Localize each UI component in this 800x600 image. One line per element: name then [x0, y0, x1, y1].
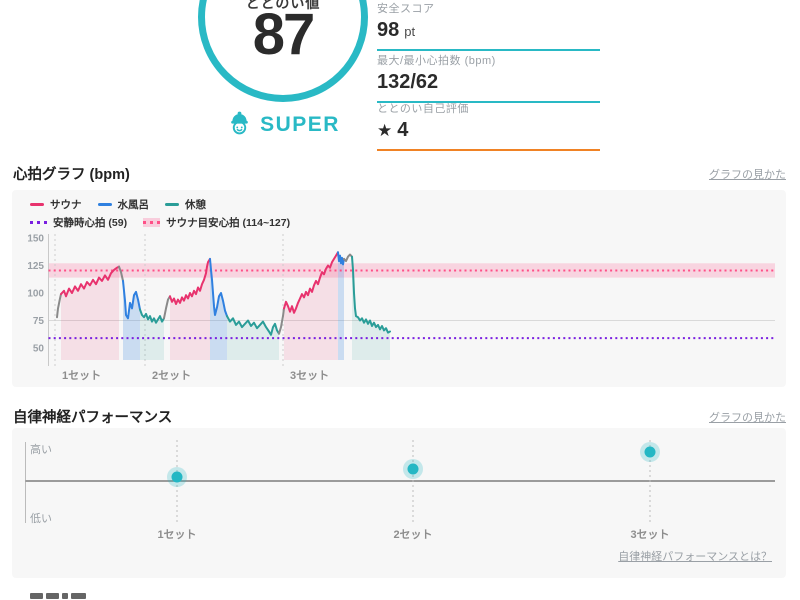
totonoi-score-value: 87 [252, 2, 316, 67]
ans-section-title: 自律神経パフォーマンス [13, 410, 173, 426]
hr-area-water [123, 280, 140, 360]
ans-dot [407, 463, 419, 475]
stat-value: 132/62 [377, 71, 439, 93]
stat-value-row: ★ 4 [377, 119, 600, 151]
hr-area-water [338, 252, 344, 360]
ans-set-label: 3セット [630, 528, 669, 541]
set-marker-label: 1セット [62, 369, 101, 382]
ans-dot [171, 471, 183, 483]
stat-self-rating: ととのい自己評価 ★ 4 [377, 100, 600, 151]
legend-swatch [165, 203, 179, 206]
totonoi-score-label: ととのい値 [245, 0, 321, 11]
legend-item: 安静時心拍 (59) [30, 215, 127, 230]
legend-label: サウナ目安心拍 (114~127) [166, 217, 291, 229]
ans-set-label: 1セット [157, 528, 196, 541]
sauna-hat-icon [226, 109, 253, 141]
legend-swatch [30, 221, 47, 224]
hr-area-sauna [61, 266, 119, 360]
ans-dot [644, 446, 656, 458]
legend-row: 安静時心拍 (59) サウナ目安心拍 (114~127) [30, 215, 290, 230]
stat-max-min-hr: 最大/最小心拍数 (bpm) 132/62 [377, 52, 600, 103]
legend-item: サウナ目安心拍 (114~127) [143, 215, 290, 230]
set-marker-label: 3セット [290, 369, 329, 382]
hr-graph-help-link[interactable]: グラフの見かた [709, 169, 786, 181]
hr-line-transition [118, 265, 124, 282]
hr-line-water [122, 279, 141, 320]
star-icon: ★ [377, 121, 393, 140]
legend-swatch [30, 203, 44, 206]
stat-value-row: 98 pt [377, 19, 600, 51]
stat-safety-score: 安全スコア 98 pt [377, 0, 600, 51]
legend-label: 休憩 [185, 199, 206, 211]
ans-panel: 高い低い 1セット 2セット 3セット 自律神経パフォーマンスとは？ [12, 428, 786, 578]
hr-area-sauna [170, 258, 210, 360]
hr-line-transition [56, 293, 62, 319]
legend-swatch [97, 203, 112, 206]
hr-line-water [209, 257, 228, 318]
heart-rate-chart: 150 125 100 75 50 1セット 2セット 3セット [27, 234, 775, 382]
stat-label: ととのい自己評価 [377, 103, 469, 115]
ans-graph-help-link[interactable]: グラフの見かた [709, 412, 786, 424]
y-tick-label: 150 [27, 234, 44, 245]
y-tick-label: 50 [33, 344, 45, 355]
hr-line-water [337, 251, 345, 266]
hr-line-rest [226, 315, 280, 336]
hr-line-rest [351, 255, 391, 334]
ans-high-label: 高い [30, 442, 52, 456]
stat-label: 安全スコア [377, 3, 435, 15]
stat-unit: pt [404, 24, 416, 39]
ans-whatis-link[interactable]: 自律神経パフォーマンスとは？ [618, 551, 772, 563]
hr-area-sauna [284, 252, 338, 360]
stat-value: 4 [397, 119, 409, 141]
stat-label: 最大/最小心拍数 (bpm) [377, 55, 496, 67]
legend-label: 安静時心拍 (59) [53, 217, 128, 229]
stat-value-row: 132/62 [377, 71, 600, 103]
hr-line-transition [278, 307, 285, 335]
y-tick-label: 75 [33, 316, 45, 327]
hr-area-water [210, 258, 227, 360]
legend-label: 水風呂 [117, 199, 150, 211]
ans-set-label: 2セット [393, 528, 432, 541]
y-tick-label: 100 [27, 289, 44, 300]
hr-line-sauna [283, 251, 339, 314]
legend-swatch [143, 218, 161, 227]
hr-area-rest [140, 309, 164, 360]
badge-label: SUPER [260, 113, 340, 136]
legend-label: サウナ [50, 199, 82, 211]
sauna-target-band [48, 263, 775, 278]
hr-line-sauna [169, 257, 211, 305]
y-tick-label: 125 [27, 261, 44, 272]
score-badge: SUPER [198, 109, 368, 141]
hr-area-rest [352, 256, 390, 360]
legend-item: サウナ [30, 197, 82, 212]
legend-item: 休憩 [165, 197, 206, 212]
legend-item: 水風呂 [97, 197, 150, 212]
hr-line-transition [343, 253, 353, 263]
hr-line-rest [139, 308, 165, 324]
stat-value: 98 [377, 19, 400, 41]
ans-low-label: 低い [30, 512, 52, 525]
hr-line-transition [163, 295, 171, 320]
legend-row: サウナ 水風呂 休憩 [30, 197, 290, 212]
set-marker-label: 2セット [152, 369, 191, 382]
hr-graph-panel: サウナ 水風呂 休憩 安静時心拍 (59) サウナ目安心拍 (114~127) 150… [12, 190, 786, 387]
hr-line-sauna [60, 265, 120, 298]
hr-legend: サウナ 水風呂 休憩 安静時心拍 (59) サウナ目安心拍 (114~127) [30, 197, 290, 230]
cutoff-heading-fragment [30, 593, 86, 599]
hr-section-title: 心拍グラフ (bpm) [13, 167, 130, 183]
